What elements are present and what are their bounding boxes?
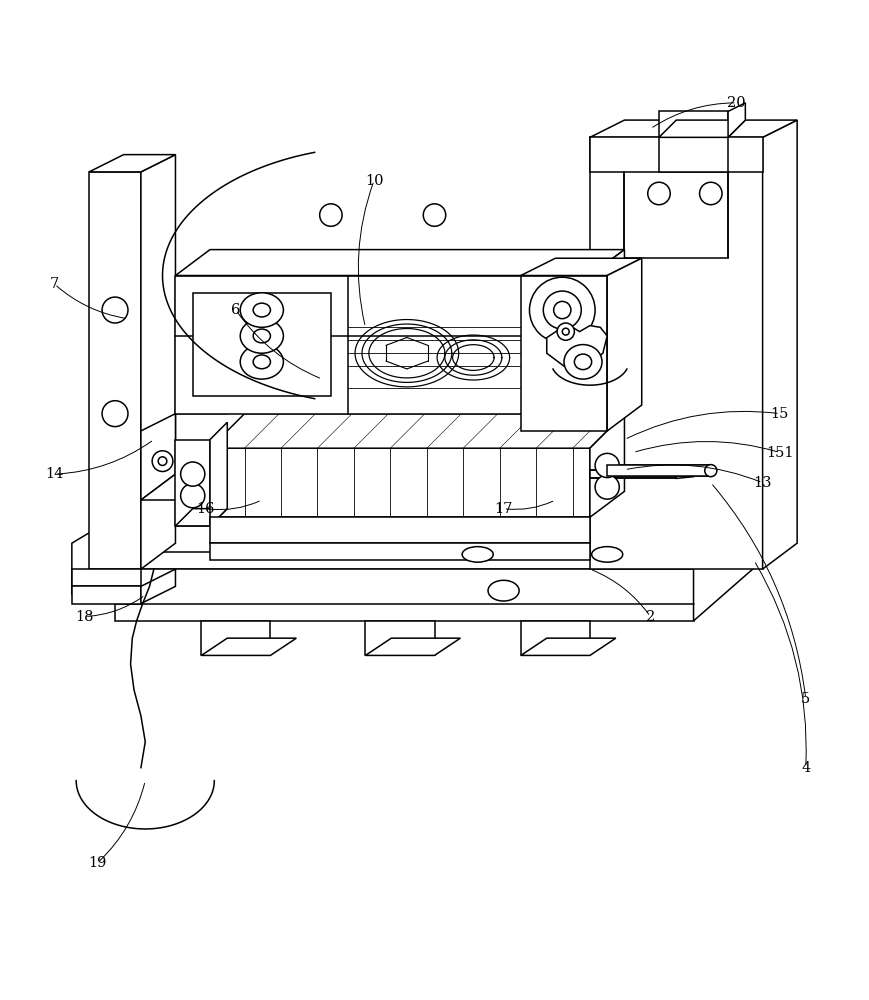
- Ellipse shape: [240, 293, 283, 327]
- Ellipse shape: [574, 354, 592, 370]
- Polygon shape: [72, 586, 141, 604]
- Text: 4: 4: [801, 761, 811, 775]
- Polygon shape: [176, 509, 228, 526]
- Ellipse shape: [240, 345, 283, 379]
- Polygon shape: [176, 276, 590, 414]
- Polygon shape: [659, 137, 728, 172]
- Ellipse shape: [181, 462, 205, 486]
- Polygon shape: [141, 569, 176, 604]
- Polygon shape: [763, 120, 797, 569]
- Polygon shape: [193, 293, 331, 396]
- Ellipse shape: [543, 291, 581, 329]
- Polygon shape: [607, 465, 711, 476]
- Ellipse shape: [488, 580, 519, 601]
- Polygon shape: [72, 517, 115, 595]
- Polygon shape: [590, 120, 797, 137]
- Ellipse shape: [152, 451, 173, 472]
- Polygon shape: [728, 103, 746, 137]
- Ellipse shape: [462, 547, 494, 562]
- Polygon shape: [521, 276, 607, 431]
- Polygon shape: [676, 468, 693, 478]
- Text: 17: 17: [494, 502, 513, 516]
- Polygon shape: [115, 448, 763, 569]
- Polygon shape: [366, 621, 434, 655]
- Polygon shape: [607, 258, 641, 431]
- Text: 10: 10: [365, 174, 383, 188]
- Polygon shape: [115, 569, 693, 621]
- Ellipse shape: [562, 328, 569, 335]
- Ellipse shape: [595, 453, 620, 478]
- Polygon shape: [659, 111, 728, 137]
- Ellipse shape: [102, 401, 128, 427]
- Polygon shape: [590, 137, 763, 569]
- Ellipse shape: [700, 182, 722, 205]
- Polygon shape: [590, 250, 625, 414]
- Ellipse shape: [240, 319, 283, 353]
- Ellipse shape: [253, 303, 270, 317]
- Ellipse shape: [102, 297, 128, 323]
- Text: 5: 5: [801, 692, 811, 706]
- Polygon shape: [141, 155, 176, 569]
- Polygon shape: [210, 422, 228, 526]
- Polygon shape: [202, 621, 270, 655]
- Text: 2: 2: [646, 610, 655, 624]
- Ellipse shape: [564, 345, 602, 379]
- Text: 7: 7: [50, 277, 59, 291]
- Polygon shape: [210, 448, 590, 517]
- Text: 13: 13: [753, 476, 772, 490]
- Polygon shape: [366, 638, 461, 655]
- Text: 19: 19: [89, 856, 107, 870]
- Text: 16: 16: [196, 502, 215, 516]
- Polygon shape: [659, 120, 746, 137]
- Polygon shape: [521, 621, 590, 655]
- Ellipse shape: [320, 204, 342, 226]
- Ellipse shape: [557, 323, 574, 340]
- Polygon shape: [547, 326, 607, 366]
- Polygon shape: [202, 638, 296, 655]
- Polygon shape: [210, 414, 625, 448]
- Text: 6: 6: [231, 303, 241, 317]
- Ellipse shape: [529, 277, 595, 343]
- Polygon shape: [693, 500, 763, 621]
- Polygon shape: [72, 569, 141, 586]
- Ellipse shape: [253, 355, 270, 369]
- Polygon shape: [590, 414, 625, 517]
- Ellipse shape: [158, 457, 167, 465]
- Polygon shape: [210, 543, 590, 560]
- Ellipse shape: [647, 182, 670, 205]
- Ellipse shape: [181, 484, 205, 508]
- Text: 14: 14: [45, 467, 63, 481]
- Polygon shape: [176, 440, 210, 526]
- Text: 20: 20: [727, 96, 746, 110]
- Polygon shape: [521, 258, 641, 276]
- Ellipse shape: [253, 329, 270, 343]
- Ellipse shape: [595, 475, 620, 499]
- Polygon shape: [210, 517, 590, 543]
- Ellipse shape: [705, 465, 717, 477]
- Text: 18: 18: [76, 610, 94, 624]
- Text: 15: 15: [771, 407, 789, 421]
- Polygon shape: [590, 137, 763, 258]
- Ellipse shape: [423, 204, 446, 226]
- Text: 151: 151: [766, 446, 793, 460]
- Polygon shape: [90, 155, 176, 172]
- Polygon shape: [521, 638, 616, 655]
- Ellipse shape: [592, 547, 623, 562]
- Polygon shape: [90, 172, 141, 569]
- Polygon shape: [176, 250, 625, 276]
- Ellipse shape: [554, 301, 571, 319]
- Polygon shape: [141, 388, 228, 500]
- Polygon shape: [590, 470, 676, 478]
- Polygon shape: [141, 474, 228, 500]
